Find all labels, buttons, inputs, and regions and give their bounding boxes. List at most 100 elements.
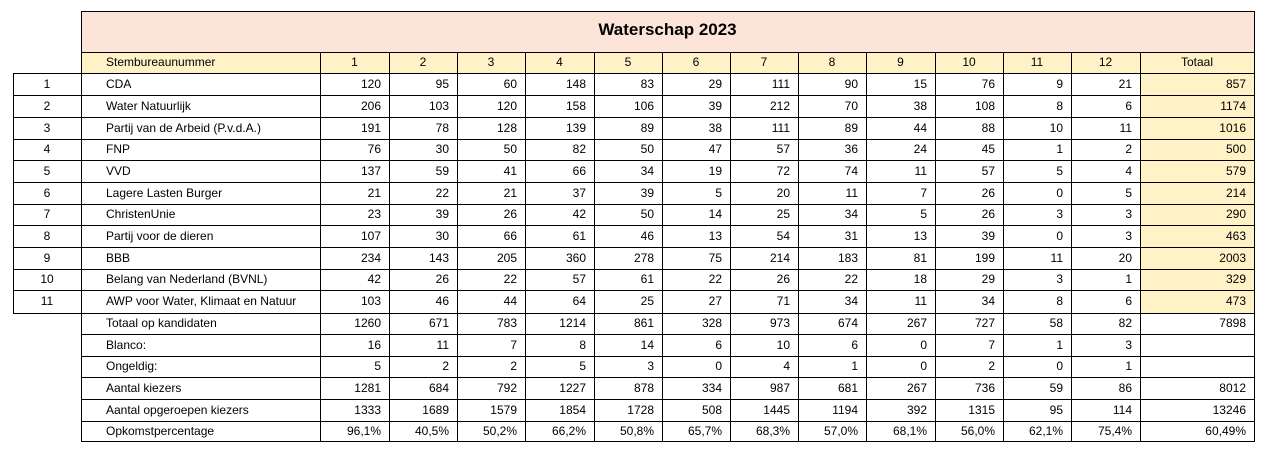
party-vote-cell: 22 [435, 186, 449, 200]
header-column-6: 6 [662, 52, 730, 73]
grid-line [594, 73, 595, 442]
summary-total: 60,49% [1205, 424, 1246, 438]
grid-line [13, 290, 1255, 291]
grid-line [81, 11, 82, 442]
grid-line [662, 73, 663, 442]
summary-value-cell: 1333 [354, 403, 381, 417]
summary-value-cell: 878 [633, 381, 654, 395]
summary-value-cell: 987 [769, 381, 790, 395]
party-vote-cell: 34 [844, 294, 858, 308]
party-vote-cell: 31 [844, 229, 858, 243]
summary-value-cell: 681 [837, 381, 858, 395]
grid-line [13, 204, 1255, 205]
summary-value-cell: 95 [1049, 403, 1063, 417]
summary-value-cell: 267 [906, 316, 927, 330]
party-number: 2 [43, 99, 51, 113]
header-column-11: 11 [1003, 52, 1071, 73]
header-column-10: 10 [935, 52, 1003, 73]
party-vote-cell: 26 [776, 272, 790, 286]
summary-value-cell: 68,1% [892, 424, 927, 438]
party-vote-cell: 3 [1056, 207, 1063, 221]
summary-label: Aantal kiezers [106, 381, 182, 395]
party-vote-cell: 25 [640, 294, 654, 308]
party-vote-cell: 2 [1125, 142, 1132, 156]
party-vote-cell: 11 [845, 186, 858, 200]
party-vote-cell: 15 [913, 77, 927, 91]
summary-value-cell: 114 [1112, 403, 1132, 417]
party-vote-cell: 70 [844, 99, 858, 113]
summary-value-cell: 96,1% [346, 424, 381, 438]
summary-value-cell: 0 [715, 359, 722, 373]
party-total: 463 [1140, 225, 1254, 247]
summary-value-cell: 8 [579, 338, 586, 352]
summary-value-cell: 1689 [422, 403, 449, 417]
party-vote-cell: 108 [974, 99, 995, 113]
party-vote-cell: 34 [844, 207, 858, 221]
grid-line [81, 421, 1255, 422]
grid-line [1071, 52, 1072, 74]
party-vote-cell: 39 [640, 186, 654, 200]
party-vote-cell: 111 [771, 77, 790, 91]
header-label: Stembureaunummer [81, 52, 320, 73]
party-vote-cell: 5 [715, 186, 722, 200]
summary-total: 8012 [1219, 381, 1246, 395]
grid-line [1071, 73, 1072, 442]
summary-label: Totaal op kandidaten [106, 316, 217, 330]
summary-value-cell: 50,2% [482, 424, 517, 438]
party-vote-cell: 10 [1049, 121, 1063, 135]
party-vote-cell: 39 [981, 229, 995, 243]
party-vote-cell: 37 [572, 186, 586, 200]
party-name: BBB [106, 251, 131, 265]
party-number: 11 [40, 294, 54, 308]
party-vote-cell: 0 [1056, 229, 1063, 243]
party-vote-cell: 120 [360, 77, 381, 91]
grid-line [866, 73, 867, 442]
party-vote-cell: 11 [914, 164, 927, 178]
summary-value-cell: 861 [633, 316, 654, 330]
summary-value-cell: 16 [367, 338, 381, 352]
party-vote-cell: 46 [640, 229, 654, 243]
party-vote-cell: 22 [503, 272, 517, 286]
grid-line [81, 11, 1255, 12]
party-vote-cell: 45 [981, 142, 995, 156]
summary-value-cell: 82 [1118, 316, 1132, 330]
summary-value-cell: 1194 [832, 403, 858, 417]
party-number: 7 [43, 207, 51, 221]
party-vote-cell: 41 [503, 164, 517, 178]
summary-value-cell: 1579 [490, 403, 517, 417]
party-vote-cell: 57 [981, 164, 995, 178]
summary-value-cell: 3 [1125, 338, 1132, 352]
party-vote-cell: 212 [769, 99, 790, 113]
summary-total: 13246 [1212, 403, 1246, 417]
party-vote-cell: 57 [776, 142, 790, 156]
grid-line [525, 52, 526, 74]
summary-value-cell: 59 [1049, 381, 1063, 395]
grid-line [13, 73, 14, 314]
grid-line [1003, 52, 1004, 74]
party-vote-cell: 278 [633, 251, 654, 265]
grid-line [457, 52, 458, 74]
grid-line [13, 117, 1255, 118]
party-vote-cell: 50 [503, 142, 517, 156]
summary-value-cell: 684 [428, 381, 449, 395]
summary-value-cell: 267 [906, 381, 927, 395]
grid-line [13, 225, 1255, 226]
party-name: ChristenUnie [106, 207, 176, 221]
party-vote-cell: 191 [360, 121, 381, 135]
summary-value-cell: 3 [647, 359, 654, 373]
header-column-3: 3 [457, 52, 525, 73]
header-column-9: 9 [866, 52, 935, 73]
party-name: CDA [106, 77, 132, 91]
party-vote-cell: 29 [981, 272, 995, 286]
party-vote-cell: 95 [435, 77, 449, 91]
party-vote-cell: 26 [435, 272, 449, 286]
party-vote-cell: 11 [914, 294, 927, 308]
summary-value-cell: 2 [442, 359, 449, 373]
party-vote-cell: 34 [981, 294, 995, 308]
party-vote-cell: 39 [708, 99, 722, 113]
header-column-1: 1 [320, 52, 389, 73]
party-vote-cell: 50 [640, 142, 654, 156]
grid-line [1140, 73, 1141, 442]
party-vote-cell: 21 [1118, 77, 1132, 91]
